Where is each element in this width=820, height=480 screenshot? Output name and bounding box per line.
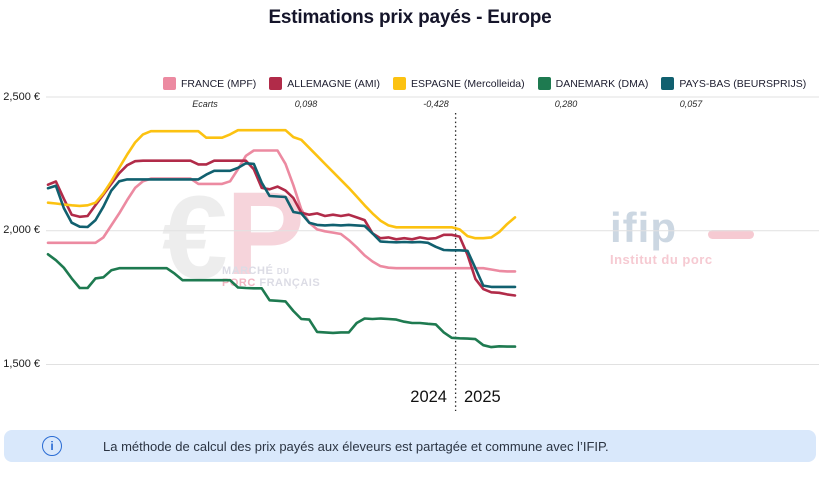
y-axis-tick-label: 2,000 € <box>3 224 40 237</box>
ecart-value: 0,280 <box>554 99 578 109</box>
y-axis-tick-label: 2,500 € <box>3 90 40 103</box>
legend-swatch-icon <box>537 77 551 90</box>
info-icon: i <box>42 436 62 456</box>
legend-label: FRANCE (MPF) <box>181 77 257 90</box>
series-line-pays-bas-beursprijs <box>46 162 517 289</box>
legend-label: ESPAGNE (Mercolleida) <box>411 77 525 90</box>
page-title: Estimations prix payés - Europe <box>268 7 552 28</box>
y-axis-tick-label: 1,500 € <box>3 358 40 370</box>
legend-item-france-mpf[interactable]: FRANCE (MPF) <box>163 77 256 90</box>
series-line-france-mpf <box>46 149 517 273</box>
x-axis-year-2024: 2024 <box>410 388 447 406</box>
legend-swatch-icon <box>163 77 176 90</box>
legend-label: PAYS-BAS (BEURSPRIJS) <box>679 77 807 90</box>
ecarts-label: Ecarts <box>192 99 218 109</box>
legend-item-pays-bas-beursprijs[interactable]: PAYS-BAS (BEURSPRIJS) <box>661 77 806 90</box>
ecart-value: -0,428 <box>423 99 449 109</box>
ecart-value: 0,057 <box>679 99 703 109</box>
info-banner: i La méthode de calcul des prix payés au… <box>4 430 816 462</box>
legend-swatch-icon <box>393 77 407 90</box>
ecart-value: 0,098 <box>294 99 318 109</box>
chart-legend: FRANCE (MPF) ALLEMAGNE (AMI) ESPAGNE (Merc… <box>163 77 806 90</box>
info-banner-text: La méthode de calcul des prix payés aux … <box>103 438 609 454</box>
series-line-danemark-dma <box>46 253 517 349</box>
legend-swatch-icon <box>269 77 283 90</box>
x-axis-year-2025: 2025 <box>464 388 501 406</box>
legend-item-danemark-dma[interactable]: DANEMARK (DMA) <box>537 77 649 90</box>
legend-swatch-icon <box>661 77 675 90</box>
legend-item-espagne-mercolleida[interactable]: ESPAGNE (Mercolleida) <box>393 77 525 90</box>
series-line-espagne-mercolleida <box>46 128 517 240</box>
series-line-allemagne-ami <box>46 159 517 297</box>
legend-label: DANEMARK (DMA) <box>555 77 649 90</box>
legend-item-allemagne-ami[interactable]: ALLEMAGNE (AMI) <box>269 77 380 90</box>
legend-label: ALLEMAGNE (AMI) <box>287 77 381 90</box>
